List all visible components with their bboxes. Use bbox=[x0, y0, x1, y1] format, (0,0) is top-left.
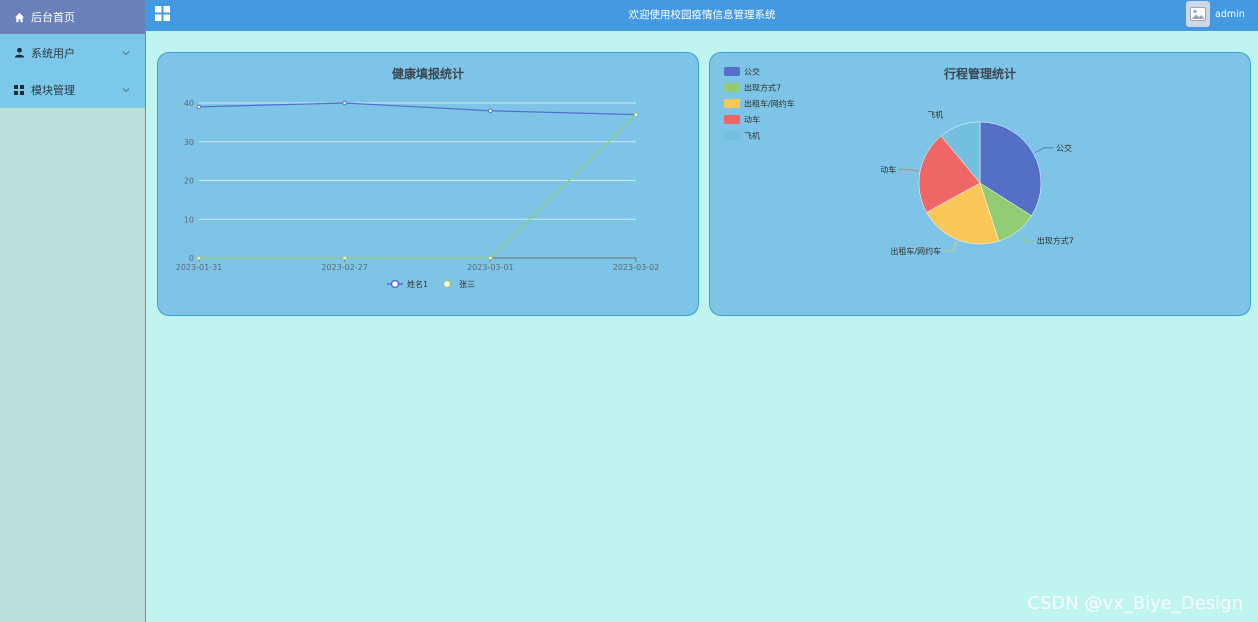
legend-label: 动车 bbox=[744, 115, 760, 125]
avatar[interactable] bbox=[1186, 1, 1210, 27]
legend-marker bbox=[724, 99, 740, 108]
sidebar-item-modules[interactable]: 模块管理 bbox=[0, 71, 145, 108]
legend-marker bbox=[442, 279, 452, 289]
pie-label: 出现方式7 bbox=[1037, 236, 1074, 246]
sidebar-item-home[interactable]: 后台首页 bbox=[0, 0, 145, 34]
pie-label: 飞机 bbox=[927, 109, 943, 119]
legend-label: 姓名1 bbox=[407, 279, 428, 289]
legend-label: 公交 bbox=[744, 67, 760, 77]
data-point bbox=[488, 255, 493, 261]
grid-icon bbox=[13, 84, 25, 96]
pie-slice bbox=[918, 135, 981, 213]
pie-label: 动车 bbox=[880, 164, 896, 174]
pie-label-line bbox=[945, 113, 960, 124]
trip-chart-panel: 行程管理统计 公交 出现方式7 出租车/网约车 动车 飞机 公交 出现方式7 出租车/网约车动… bbox=[709, 52, 1251, 316]
data-point bbox=[633, 112, 639, 117]
pie-label: 公交 bbox=[1056, 143, 1072, 153]
line-chart: 0 10 20 30 40 2023-01-31 2023-02-27 2023-03-01 2… bbox=[176, 99, 660, 289]
x-tick-label: 2023-01-31 bbox=[176, 263, 223, 272]
legend-marker bbox=[724, 83, 740, 92]
legend-marker bbox=[724, 67, 740, 76]
chevron-down-icon bbox=[121, 85, 131, 95]
watermark: CSDN @vx_Biye_Design bbox=[1027, 593, 1243, 614]
y-tick-label: 20 bbox=[184, 177, 194, 186]
x-tick-label: 2023-03-01 bbox=[467, 263, 514, 272]
sidebar-item-label: 模块管理 bbox=[31, 83, 75, 97]
data-point bbox=[196, 255, 202, 261]
home-icon bbox=[13, 11, 25, 23]
chevron-down-icon bbox=[121, 48, 131, 58]
pie-label-line bbox=[898, 168, 919, 172]
pie-label-line bbox=[1018, 232, 1035, 242]
sidebar-item-label: 后台首页 bbox=[31, 11, 75, 24]
header-title: 欢迎使用校园疫情信息管理系统 bbox=[628, 9, 776, 21]
legend-label: 张三 bbox=[459, 280, 475, 289]
data-point bbox=[342, 255, 347, 261]
pie-slice bbox=[979, 121, 1042, 217]
legend-label: 飞机 bbox=[744, 131, 760, 141]
health-chart-panel: 健康填报统计 0 10 20 30 40 2023-01-31 2023-02-27 2023… bbox=[157, 52, 699, 316]
y-tick-label: 30 bbox=[184, 138, 194, 147]
legend-label: 出现方式7 bbox=[744, 83, 781, 93]
legend-marker bbox=[724, 115, 740, 124]
image-icon bbox=[1190, 7, 1206, 21]
legend-label: 出租车/网约车 bbox=[744, 99, 795, 109]
series-line bbox=[198, 102, 637, 116]
sidebar: 后台首页 系统用户 模块管理 bbox=[0, 0, 146, 622]
data-point bbox=[342, 100, 347, 106]
pie-label: 出租车/网约车 bbox=[890, 246, 941, 256]
pie-slice bbox=[926, 182, 1000, 245]
y-tick-label: 10 bbox=[184, 215, 194, 224]
data-point bbox=[196, 104, 202, 110]
pie-slice bbox=[940, 121, 981, 184]
x-tick-label: 2023-02-27 bbox=[321, 263, 368, 272]
sidebar-item-label: 系统用户 bbox=[31, 46, 75, 60]
top-header: 欢迎使用校园疫情信息管理系统 admin bbox=[146, 0, 1258, 31]
data-point bbox=[488, 108, 493, 114]
username[interactable]: admin bbox=[1215, 9, 1245, 20]
legend-marker bbox=[724, 131, 740, 140]
legend-marker bbox=[390, 279, 400, 289]
sidebar-item-users[interactable]: 系统用户 bbox=[0, 34, 145, 71]
x-tick-label: 2023-03-02 bbox=[613, 263, 660, 272]
chart-title: 健康填报统计 bbox=[391, 67, 464, 81]
pie-label-line bbox=[1035, 147, 1054, 154]
y-tick-label: 0 bbox=[189, 254, 194, 263]
chart-title: 行程管理统计 bbox=[943, 67, 1016, 81]
y-tick-label: 40 bbox=[184, 99, 194, 108]
pie-label-line bbox=[943, 241, 958, 252]
user-icon bbox=[13, 47, 25, 59]
series-line bbox=[199, 114, 637, 259]
menu-toggle-icon[interactable] bbox=[155, 6, 170, 21]
